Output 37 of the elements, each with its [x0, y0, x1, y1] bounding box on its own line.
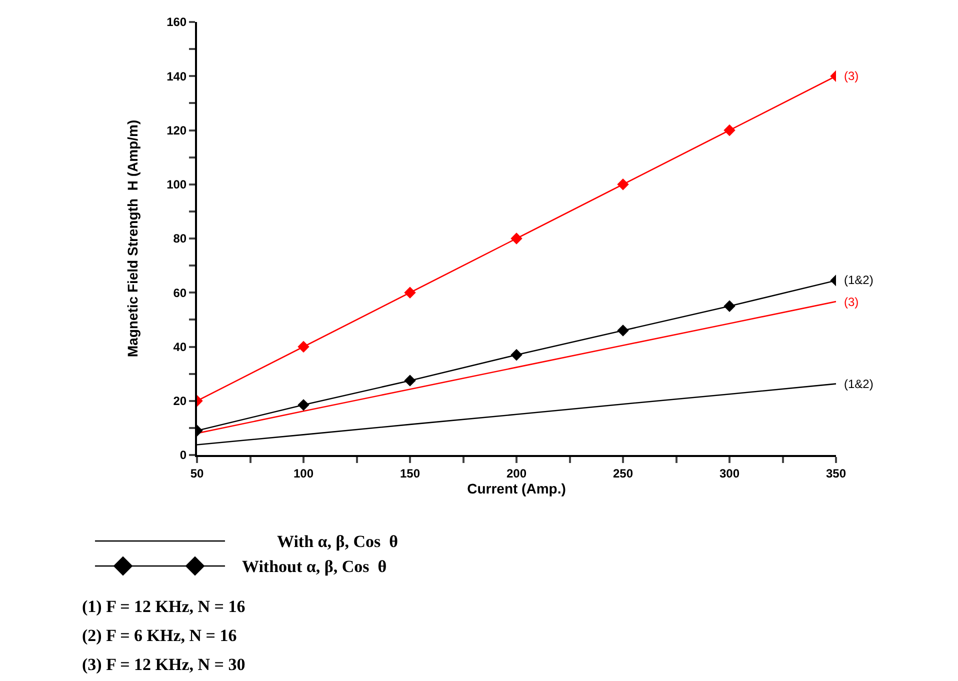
- series-label: (3): [844, 295, 859, 309]
- point: [298, 399, 310, 411]
- text: (3) F = 12 KHz, N = 30: [82, 655, 246, 674]
- y-tick-label: 100: [166, 178, 187, 192]
- y-tick-label: 80: [173, 232, 187, 246]
- x-tick-label: 100: [293, 466, 314, 480]
- text: (2) F = 6 KHz, N = 16: [82, 626, 237, 645]
- y-tick-label: 120: [166, 123, 187, 138]
- series-label: (1&2): [844, 377, 874, 391]
- y-tick-label: 0: [180, 448, 187, 462]
- x-tick-label: 250: [612, 466, 634, 480]
- x-tick-label: 200: [506, 466, 527, 480]
- x-tick-label: 350: [826, 466, 846, 480]
- y-tick-label: 60: [173, 286, 187, 300]
- text: Without α, β, Cos θ: [242, 557, 387, 576]
- series-label: (1&2): [844, 273, 874, 287]
- point: [510, 349, 522, 361]
- y-tick-label: 20: [173, 394, 187, 408]
- text: With α, β, Cos θ: [277, 532, 398, 551]
- x-tick-label: 300: [719, 466, 740, 480]
- y-tick-label: 140: [166, 69, 187, 84]
- point: [510, 232, 522, 244]
- y-tick-label: 160: [166, 15, 187, 30]
- series-label: (3): [844, 69, 859, 83]
- x-axis-title: Current (Amp.): [467, 480, 566, 496]
- point: [724, 124, 736, 136]
- point: [298, 340, 310, 353]
- y-axis-title: Magnetic Field Strength H (Amp/m): [124, 120, 141, 358]
- x-tick-label: 150: [400, 466, 420, 480]
- point: [724, 300, 736, 312]
- text: (1) F = 12 KHz, N = 16: [82, 597, 246, 616]
- point: [404, 286, 416, 298]
- y-tick-label: 40: [173, 340, 187, 354]
- point: [617, 178, 629, 190]
- point: [617, 324, 629, 336]
- point: [404, 374, 416, 386]
- x-tick-label: 50: [190, 466, 204, 480]
